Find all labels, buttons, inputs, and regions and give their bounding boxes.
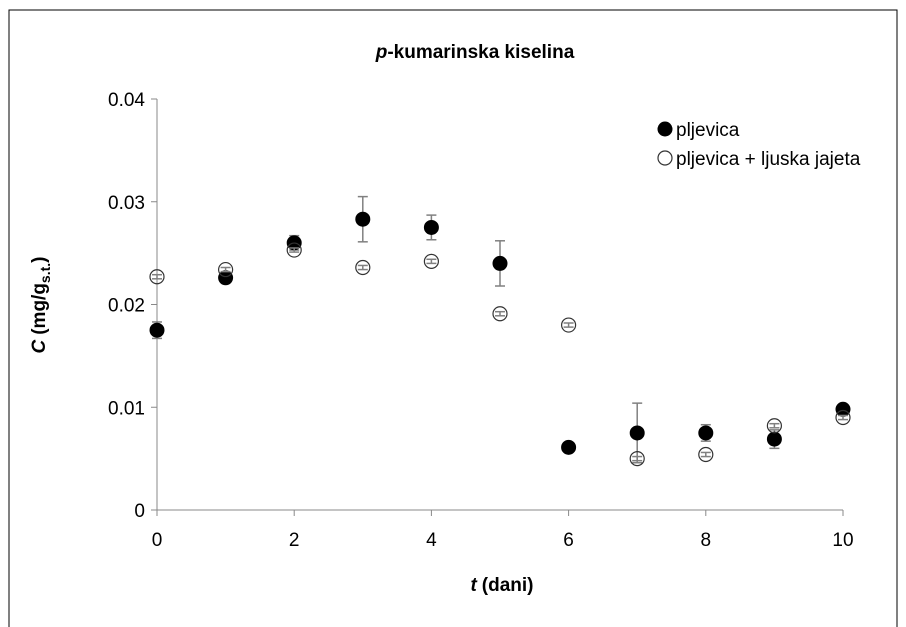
point (355, 211, 371, 227)
x-tick-label: 10 (832, 530, 853, 551)
point (629, 451, 645, 467)
point (492, 306, 508, 322)
chart-border (8, 9, 898, 627)
point (218, 261, 234, 278)
legend-marker (657, 121, 673, 137)
chart-title: p-kumarinska kiselina (375, 42, 575, 63)
point (560, 317, 577, 333)
point (423, 253, 439, 269)
point (423, 219, 439, 235)
y-tick-label: 0.03 (108, 193, 145, 214)
x-label-unit: (dani) (482, 575, 534, 596)
point (698, 425, 714, 441)
legend-label: pljevica (676, 120, 740, 141)
point (698, 446, 714, 463)
point (355, 259, 371, 276)
point (629, 425, 645, 441)
x-label-var: t (470, 575, 477, 596)
point (766, 431, 782, 447)
x-tick-label: 4 (426, 530, 437, 551)
y-label-close: ) (29, 256, 50, 262)
point (492, 255, 508, 271)
point (835, 409, 851, 426)
y-label-unit: (mg/g (29, 283, 50, 335)
point (149, 269, 165, 285)
y-axis-label: C (mg/gs.t.) (29, 256, 53, 353)
y-tick-label: 0.01 (108, 398, 145, 419)
x-tick-label: 2 (289, 530, 300, 551)
x-tick-label: 6 (563, 530, 574, 551)
x-axis-label: t (dani) (470, 575, 533, 596)
y-label-sub: s.t. (37, 263, 53, 283)
legend-label: pljevica + ljuska jajeta (676, 149, 861, 170)
point (218, 270, 234, 286)
x-tick-label: 8 (701, 530, 712, 551)
point (286, 242, 302, 258)
point (149, 322, 165, 338)
y-label-var: C (29, 340, 50, 354)
point (561, 439, 577, 455)
y-tick-label: 0.02 (108, 296, 145, 317)
point (835, 401, 851, 417)
y-tick-label: 0.04 (108, 90, 145, 111)
x-tick-label: 0 (152, 530, 163, 551)
y-tick-label: 0 (134, 501, 145, 522)
legend-marker (657, 150, 673, 166)
point (766, 418, 783, 434)
